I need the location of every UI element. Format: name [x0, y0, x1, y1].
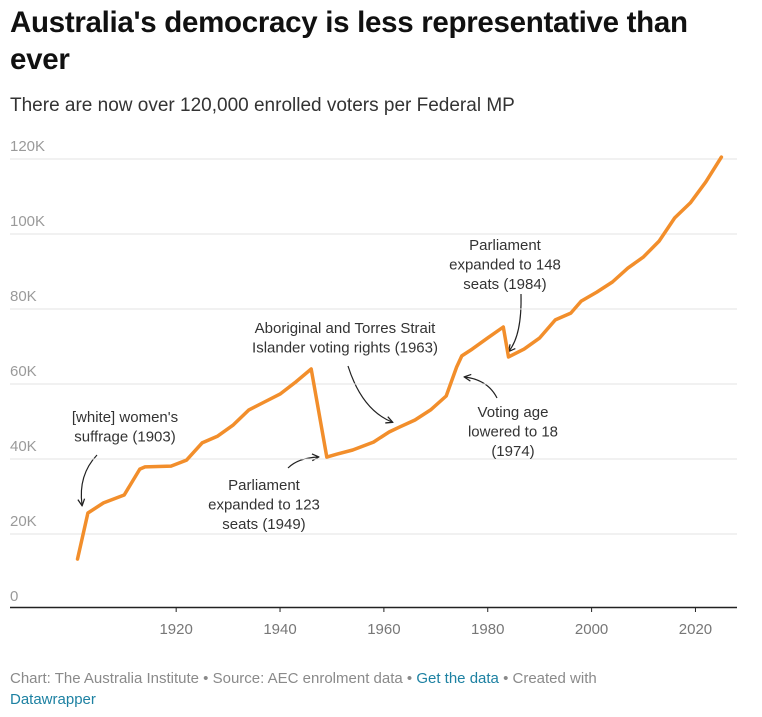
- annotation: lowered to 18: [468, 424, 558, 441]
- chart-title: Australia's democracy is less representa…: [10, 6, 688, 76]
- x-tick-label: 1980: [471, 621, 504, 638]
- annotation: Voting age: [478, 404, 549, 421]
- separator: •: [406, 670, 413, 687]
- annotation: expanded to 123: [208, 497, 320, 514]
- tool-link[interactable]: Datawrapper: [10, 691, 96, 708]
- annotation: expanded to 148: [449, 257, 561, 274]
- get-data-link[interactable]: Get the data: [416, 670, 499, 687]
- arrow: [347, 365, 392, 422]
- y-tick-label: 100K: [10, 213, 45, 230]
- annotation: Islander voting rights (1963): [252, 340, 438, 357]
- x-tick-label: 2020: [679, 621, 712, 638]
- y-tick-label: 60K: [10, 363, 37, 380]
- y-tick-label: 80K: [10, 288, 37, 305]
- line: [75, 155, 724, 561]
- arrow: [287, 457, 318, 469]
- annotation: suffrage (1903): [74, 429, 175, 446]
- annotation: Aboriginal and Torres Strait: [255, 320, 436, 337]
- annotation: [white] women's: [72, 409, 178, 426]
- x-tick-label: 2000: [575, 621, 608, 638]
- annotation: (1974): [491, 443, 534, 460]
- annotation: Parliament: [469, 237, 542, 254]
- annotation: seats (1984): [463, 276, 546, 293]
- footer: Chart: The Australia Institute • Source:…: [10, 668, 670, 710]
- arrow: [465, 377, 498, 399]
- chart-subtitle: There are now over 120,000 enrolled vote…: [10, 95, 515, 116]
- arrow: [81, 454, 98, 505]
- annotation: Parliament: [228, 477, 301, 494]
- y-tick-label: 0: [10, 588, 18, 605]
- source: Source: AEC enrolment data: [212, 670, 403, 687]
- y-tick-label: 120K: [10, 138, 45, 155]
- created-with: Created with: [512, 670, 597, 687]
- separator: •: [503, 670, 509, 687]
- x-tick-label: 1920: [159, 621, 192, 638]
- separator: •: [203, 670, 209, 687]
- x-tick-label: 1960: [367, 621, 400, 638]
- x-tick-label: 1940: [263, 621, 296, 638]
- credit: Chart: The Australia Institute: [10, 670, 199, 687]
- arrow: [509, 293, 522, 351]
- chart: 0 20K 40K 60K 80K 100K 120K 1920 1940 1960 1980 200…: [10, 138, 737, 638]
- annotation: seats (1949): [222, 516, 305, 533]
- y-tick-label: 40K: [10, 438, 37, 455]
- y-tick-label: 20K: [10, 513, 37, 530]
